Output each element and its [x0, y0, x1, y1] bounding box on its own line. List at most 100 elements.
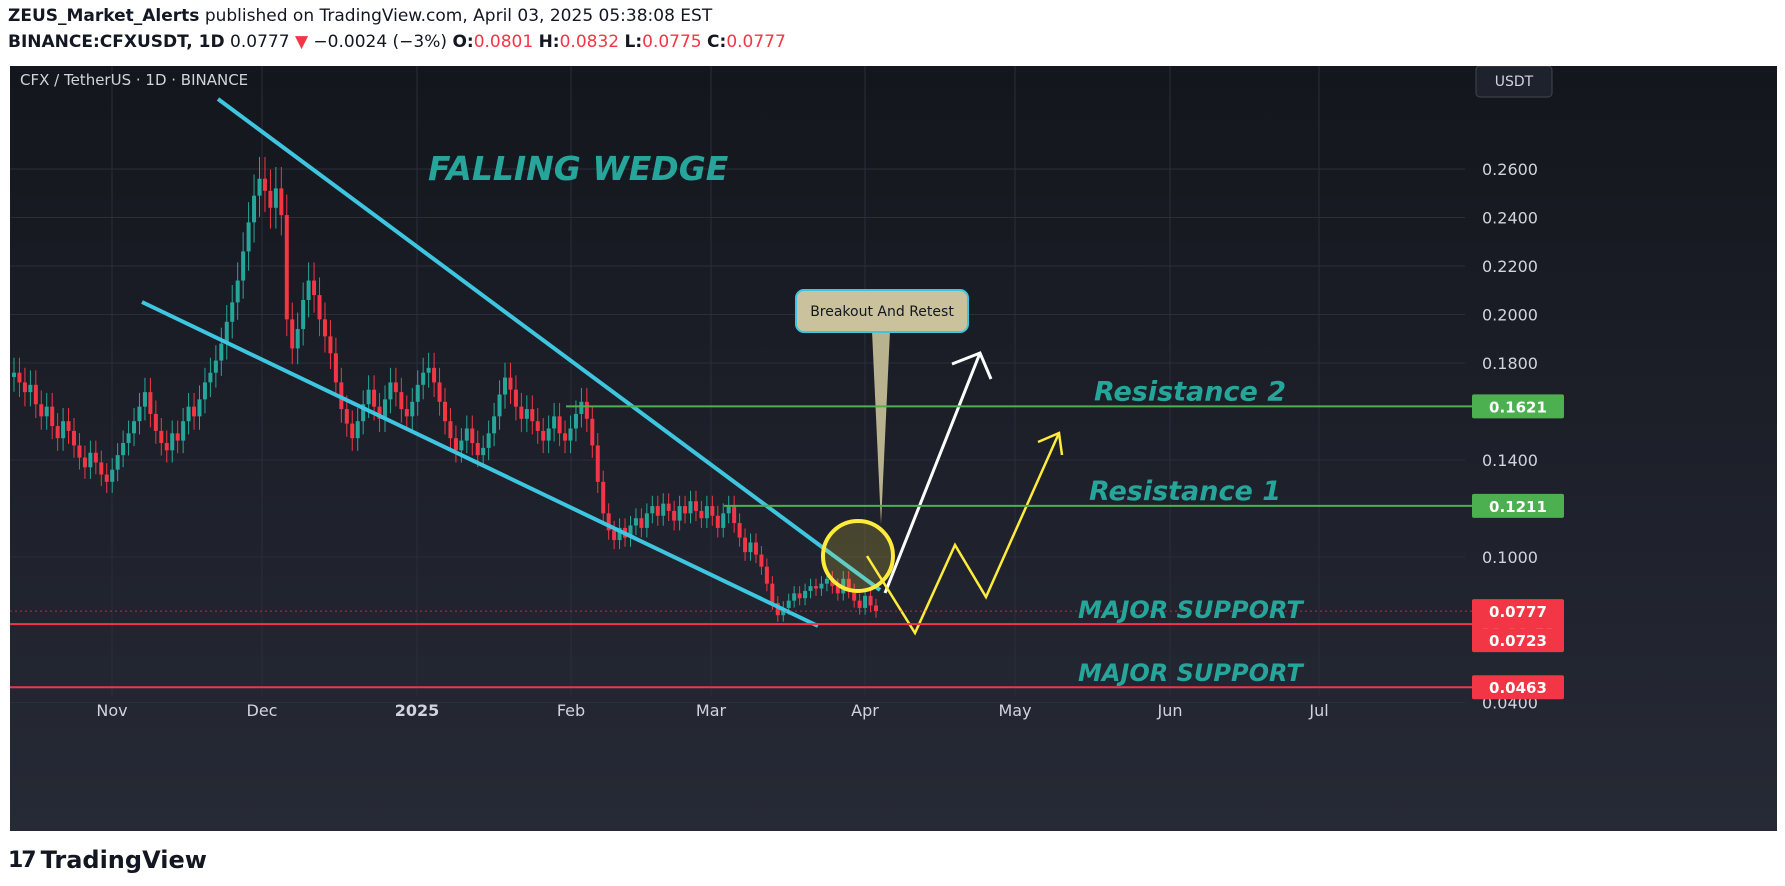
candle-body-84 — [470, 428, 475, 444]
x-tick-6: May — [998, 701, 1031, 720]
callout-pointer — [872, 331, 890, 524]
x-tick-4: Mar — [696, 701, 727, 720]
chart-title: CFX / TetherUS · 1D · BINANCE — [20, 71, 248, 89]
candle-body-27 — [159, 430, 164, 444]
candle-body-143 — [792, 593, 797, 601]
candle-body-51 — [290, 319, 295, 349]
candle-body-57 — [322, 319, 327, 337]
candle-body-146 — [808, 586, 813, 591]
candle-body-99 — [552, 416, 557, 429]
open-label: O: — [452, 32, 474, 52]
y-tick-0: 0.2600 — [1482, 160, 1538, 179]
annotations: FALLING WEDGE Resistance 2 Resistance 1 … — [428, 149, 1304, 687]
candle-body-12 — [77, 445, 82, 458]
high-label: H: — [538, 32, 560, 52]
candle-body-7 — [50, 406, 55, 427]
candle-body-139 — [770, 583, 775, 604]
candle-body-117 — [650, 506, 655, 514]
candle-body-14 — [88, 452, 93, 468]
candle-body-71 — [399, 392, 404, 410]
candle-body-140 — [775, 603, 780, 616]
publisher-name[interactable]: ZEUS_Market_Alerts — [8, 6, 200, 26]
candle-body-128 — [710, 506, 715, 516]
wedge-lower-line[interactable] — [141, 300, 819, 628]
candle-body-39 — [224, 321, 229, 344]
candle-body-118 — [655, 506, 660, 516]
tradingview-logo-text: TradingView — [40, 846, 207, 874]
close-value: 0.0777 — [726, 32, 786, 52]
candle-body-61 — [344, 409, 349, 424]
chart-background — [10, 66, 1777, 831]
candle-body-95 — [530, 409, 535, 422]
candle-body-122 — [677, 506, 682, 521]
x-tick-8: Jul — [1308, 701, 1328, 720]
chart-area[interactable]: Breakout And Retest FALLING WEDGE Resist… — [10, 66, 1777, 831]
candle-body-147 — [813, 586, 818, 589]
candle-body-145 — [803, 590, 808, 599]
callout-box[interactable] — [795, 289, 969, 333]
x-tick-3: Feb — [557, 701, 585, 720]
candle-body-31 — [181, 421, 186, 441]
currency-button-label[interactable]: USDT — [1495, 74, 1534, 90]
candle-body-144 — [797, 593, 802, 599]
candle-body-105 — [584, 401, 589, 419]
chart-canvas[interactable]: Breakout And Retest FALLING WEDGE Resist… — [10, 66, 1777, 831]
candle-body-9 — [61, 421, 66, 439]
candle-body-149 — [824, 578, 829, 584]
candle-body-24 — [142, 392, 147, 407]
candle-body-77 — [432, 367, 437, 383]
candle-body-69 — [388, 382, 393, 400]
currency-button[interactable] — [1475, 66, 1553, 98]
candle-body-2 — [22, 382, 27, 393]
candle-body-108 — [601, 481, 606, 514]
breakout-circle[interactable] — [821, 519, 895, 593]
candle-body-116 — [644, 513, 649, 528]
candle-body-19 — [115, 455, 120, 470]
candle-body-45 — [257, 178, 262, 196]
candle-body-132 — [732, 506, 737, 524]
candle-body-11 — [72, 430, 77, 446]
candle-body-124 — [688, 501, 693, 514]
time-axis[interactable]: Nov Dec 2025 Feb Mar Apr May Jun Jul — [96, 701, 1328, 720]
candle-body-131 — [726, 506, 731, 514]
candle-body-10 — [66, 421, 71, 431]
candle-body-58 — [328, 336, 333, 354]
price-axis[interactable]: 0.2600 0.2400 0.2200 0.2000 0.1800 0.1400 0.10… — [1482, 160, 1538, 713]
price-tag-bg-2 — [1472, 599, 1564, 624]
candle-body-78 — [437, 382, 442, 402]
candle-body-92 — [513, 389, 518, 407]
candle-body-80 — [448, 421, 453, 439]
candle-body-70 — [393, 382, 398, 393]
candle-body-125 — [693, 501, 698, 511]
price-tag-text-0: 0.1621 — [1489, 398, 1547, 416]
candle-body-30 — [175, 433, 180, 441]
price-tag-text-5: 0.0463 — [1489, 679, 1547, 697]
wedge-upper-line[interactable] — [216, 97, 882, 592]
candle-body-91 — [508, 377, 513, 390]
major-support-label-1: MAJOR SUPPORT — [1078, 596, 1304, 624]
price-tag-bg-1 — [1472, 493, 1564, 518]
tradingview-logo[interactable]: 17 TradingView — [8, 846, 207, 874]
candle-body-13 — [82, 457, 87, 468]
candle-body-101 — [563, 433, 568, 441]
x-tick-1: Dec — [247, 701, 278, 720]
candle-body-111 — [617, 527, 622, 541]
white-projection-arrow[interactable] — [883, 352, 982, 594]
candle-body-136 — [753, 542, 758, 555]
price-tag-bg-0 — [1472, 394, 1564, 419]
candle-body-59 — [333, 353, 338, 383]
candle-body-89 — [497, 394, 502, 417]
candle-body-46 — [262, 178, 267, 191]
yellow-projection-arrow[interactable] — [865, 432, 1061, 636]
price-tag-bg-5 — [1472, 675, 1564, 700]
high-value: 0.0832 — [559, 32, 620, 52]
candle-body-83 — [464, 428, 469, 441]
candle-body-3 — [28, 384, 33, 393]
candle-body-20 — [121, 443, 126, 456]
candle-body-4 — [33, 384, 38, 405]
candle-body-126 — [699, 510, 704, 519]
candle-body-53 — [301, 299, 306, 330]
grid — [10, 66, 1465, 703]
candle-body-18 — [110, 469, 115, 482]
